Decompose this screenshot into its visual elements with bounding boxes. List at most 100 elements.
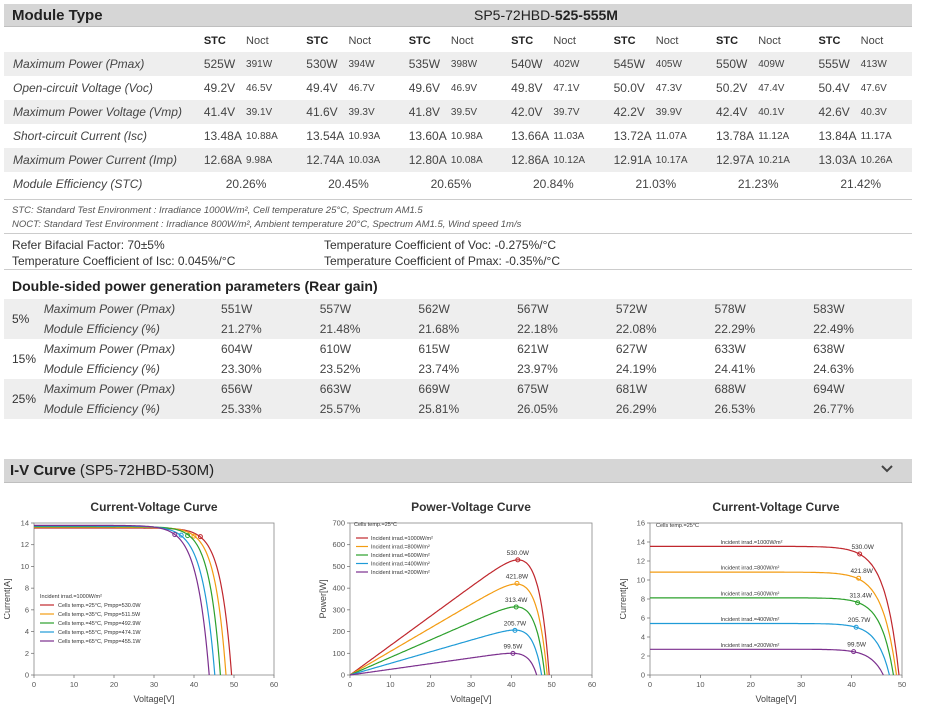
- series-line: [34, 524, 210, 676]
- legend-entry: Cells temp.=45°C, Pmpp=492.9W: [58, 621, 141, 627]
- data-label: 530.0W: [507, 550, 530, 557]
- noct-value: 11.03A: [553, 130, 585, 142]
- rear-eff-value: 25.33%: [221, 399, 320, 419]
- rear-eff-value: 24.41%: [714, 362, 756, 376]
- noct-value: 405W: [655, 52, 708, 76]
- x-tick-label: 0: [648, 680, 652, 689]
- iv-curve-model: (SP5-72HBD-530M): [79, 462, 215, 479]
- iv-irradiance-chart: Current-Voltage Curve 0 10 20 30 40 50 0 2 4 6 8 10 1…: [620, 500, 906, 704]
- legend-entry: Incident irrad.=200W/m²: [371, 570, 430, 576]
- stc-value: 555W: [809, 52, 861, 76]
- stc-header: STC: [613, 35, 636, 47]
- rear-power-value: 567W: [517, 299, 616, 319]
- series-line: [34, 526, 227, 676]
- stc-value: 13.48A: [203, 129, 242, 143]
- spec-row-label: Maximum Power Voltage (Vmp): [4, 100, 195, 124]
- noct-value: 10.88A: [246, 130, 278, 142]
- noct-value: 409W: [758, 52, 810, 76]
- y-tick-label: 300: [332, 605, 345, 614]
- iv-curve-title: I-V Curve: [10, 462, 76, 479]
- series-label: Incident irrad.=1000W/m²: [721, 540, 783, 546]
- y-tick-label: 14: [21, 519, 29, 528]
- rear-eff-value: 23.52%: [319, 362, 361, 376]
- iv-temperature-chart: Current-Voltage Curve 0 10 20 30 40 50 60 0 2 4 6 8 1…: [4, 500, 278, 704]
- y-tick-label: 14: [637, 538, 645, 547]
- noct-value: 39.3V: [348, 100, 400, 124]
- stc-value: 525W: [194, 52, 247, 76]
- efficiency-label: Module Efficiency (STC): [13, 177, 143, 191]
- noct-value: 39.5V: [450, 100, 503, 124]
- noct-value: 11.07A: [655, 130, 687, 142]
- y-tick-label: 400: [332, 584, 345, 593]
- rear-power-value: 572W: [615, 299, 715, 319]
- noct-header: Noct: [758, 35, 781, 47]
- temp-coef-isc: Temperature Coefficient of Isc: 0.045%/°…: [12, 254, 236, 268]
- noct-value: 46.5V: [246, 82, 273, 94]
- rear-gain-percent: 15%: [12, 352, 37, 366]
- noct-value: 10.26A: [860, 148, 912, 172]
- chevron-down-icon[interactable]: [880, 461, 894, 478]
- series-line: [349, 559, 550, 676]
- legend-entry: Cells temp.=55°C, Pmpp=474.1W: [58, 630, 141, 636]
- stc-header: STC: [408, 35, 431, 47]
- x-tick-label: 60: [270, 680, 278, 689]
- model-name: SP5-72HBD-525-555M: [474, 7, 618, 23]
- data-label: 421.8W: [850, 568, 873, 575]
- series-line: [349, 652, 538, 676]
- series-line: [650, 597, 894, 676]
- spec-header-row: STC Noct STC Noct STC Noct STC Noct STC Noct STC No…: [4, 30, 912, 52]
- spec-row: Open-circuit Voltage (Voc) 49.2V 46.5V 49.4…: [4, 76, 912, 100]
- mpp-marker: [197, 534, 203, 540]
- spec-row-label: Short-circuit Current (Isc): [13, 129, 148, 143]
- x-tick-label: 10: [386, 680, 394, 689]
- noct-value: 39.7V: [553, 100, 605, 124]
- chart-title: Current-Voltage Curve: [712, 500, 839, 514]
- stc-value: 49.8V: [511, 81, 543, 95]
- rear-power-value: 656W: [221, 379, 320, 399]
- spec-row-label: Maximum Power Current (Imp): [4, 148, 195, 172]
- efficiency-value: 20.65%: [430, 177, 472, 191]
- stc-value: 13.54A: [306, 129, 345, 143]
- rear-power-label: Maximum Power (Pmax): [43, 342, 176, 356]
- data-label: 99.5W: [847, 642, 867, 649]
- spec-row: Maximum Power Voltage (Vmp) 41.4V 39.1V 41.…: [4, 100, 912, 124]
- rear-eff-value: 21.48%: [319, 319, 419, 339]
- data-label: 530.0W: [851, 544, 874, 551]
- x-tick-label: 0: [348, 680, 352, 689]
- rear-eff-value: 22.49%: [813, 319, 912, 339]
- rear-efficiency-row: Module Efficiency (%) 25.33% 25.57% 25.81% 2…: [4, 399, 912, 419]
- x-tick-label: 30: [150, 680, 158, 689]
- noct-value: 46.9V: [450, 82, 478, 94]
- series-label: Incident irrad.=400W/m²: [721, 617, 780, 623]
- noct-value: 46.7V: [348, 82, 375, 94]
- noct-value: 9.98A: [246, 148, 298, 172]
- noct-header: Noct: [553, 35, 576, 47]
- series-label: Incident irrad.=600W/m²: [721, 591, 780, 597]
- rear-eff-value: 22.08%: [615, 319, 715, 339]
- noct-header: Noct: [246, 35, 269, 47]
- rear-eff-value: 23.30%: [221, 362, 262, 376]
- y-tick-label: 10: [21, 562, 29, 571]
- rear-power-value: 681W: [615, 379, 715, 399]
- noct-value: 10.21A: [758, 148, 810, 172]
- stc-note: STC: Standard Test Environment : Irradia…: [12, 205, 423, 216]
- y-axis-label: Current[A]: [4, 578, 12, 619]
- x-tick-label: 20: [426, 680, 434, 689]
- rear-gain-title: Double-sided power generation parameters…: [12, 278, 378, 294]
- rear-eff-value: 25.57%: [319, 399, 419, 419]
- mpp-marker: [853, 624, 859, 630]
- mpp-marker: [172, 532, 178, 538]
- spec-row: Maximum Power (Pmax) 525W 391W 530W 394W 535W…: [4, 52, 912, 76]
- legend-entry: Incident irrad.=600W/m²: [371, 553, 430, 559]
- iv-curve-section-header[interactable]: I-V Curve (SP5-72HBD-530M): [4, 459, 912, 483]
- noct-header: Noct: [860, 35, 884, 47]
- legend-entry: Incident irrad.=1000W/m²: [371, 536, 433, 542]
- series-line: [34, 525, 216, 676]
- data-label: 313.4W: [849, 593, 872, 600]
- rear-power-value: 578W: [714, 299, 814, 319]
- noct-note: NOCT: Standard Test Environment : Irradi…: [12, 219, 522, 230]
- y-tick-label: 12: [637, 557, 645, 566]
- noct-value: 10.12A: [553, 148, 605, 172]
